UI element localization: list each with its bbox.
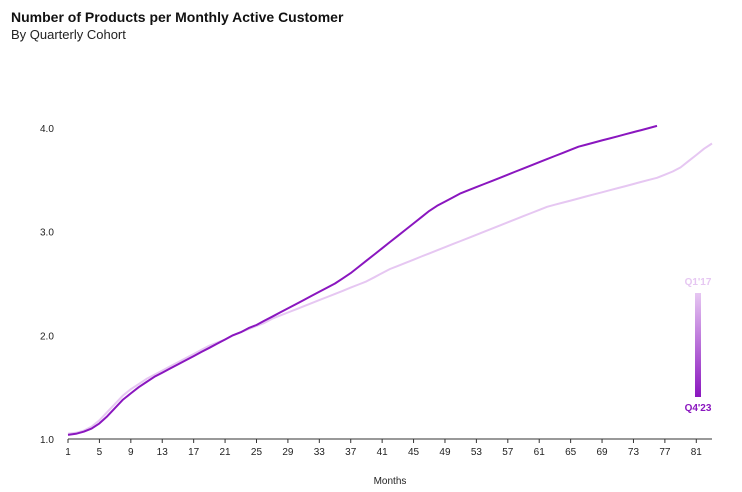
- x-tick-label: 17: [188, 447, 200, 458]
- x-tick-label: 69: [596, 447, 608, 458]
- x-tick-label: 1: [65, 447, 71, 458]
- x-tick-label: 5: [97, 447, 103, 458]
- x-tick-label: 73: [628, 447, 640, 458]
- x-tick-label: 25: [251, 447, 263, 458]
- x-tick-label: 65: [565, 447, 577, 458]
- legend-gradient-bar: [695, 293, 701, 397]
- x-axis-label: Months: [374, 476, 407, 487]
- x-tick-label: 61: [534, 447, 546, 458]
- y-tick-label: 3.0: [40, 228, 54, 239]
- y-tick-label: 1.0: [40, 435, 54, 446]
- x-tick-label: 41: [377, 447, 389, 458]
- x-tick-label: 13: [157, 447, 169, 458]
- x-tick-label: 57: [502, 447, 514, 458]
- x-tick-label: 21: [220, 447, 232, 458]
- series-line: [67, 124, 658, 436]
- y-tick-label: 4.0: [40, 124, 54, 135]
- series-line: [67, 142, 713, 435]
- chart-title: Number of Products per Monthly Active Cu…: [11, 9, 344, 25]
- x-tick-label: 81: [691, 447, 703, 458]
- x-tick-label: 53: [471, 447, 483, 458]
- y-tick-label: 2.0: [40, 331, 54, 342]
- chart-subtitle: By Quarterly Cohort: [11, 27, 126, 42]
- x-tick-label: 29: [282, 447, 294, 458]
- x-tick-label: 37: [345, 447, 357, 458]
- x-tick-label: 45: [408, 447, 420, 458]
- x-tick-label: 77: [659, 447, 671, 458]
- legend-top-label: Q1'17: [685, 277, 712, 288]
- x-tick-label: 33: [314, 447, 326, 458]
- x-tick-label: 49: [439, 447, 451, 458]
- x-tick-label: 9: [128, 447, 134, 458]
- legend-bottom-label: Q4'23: [685, 403, 712, 414]
